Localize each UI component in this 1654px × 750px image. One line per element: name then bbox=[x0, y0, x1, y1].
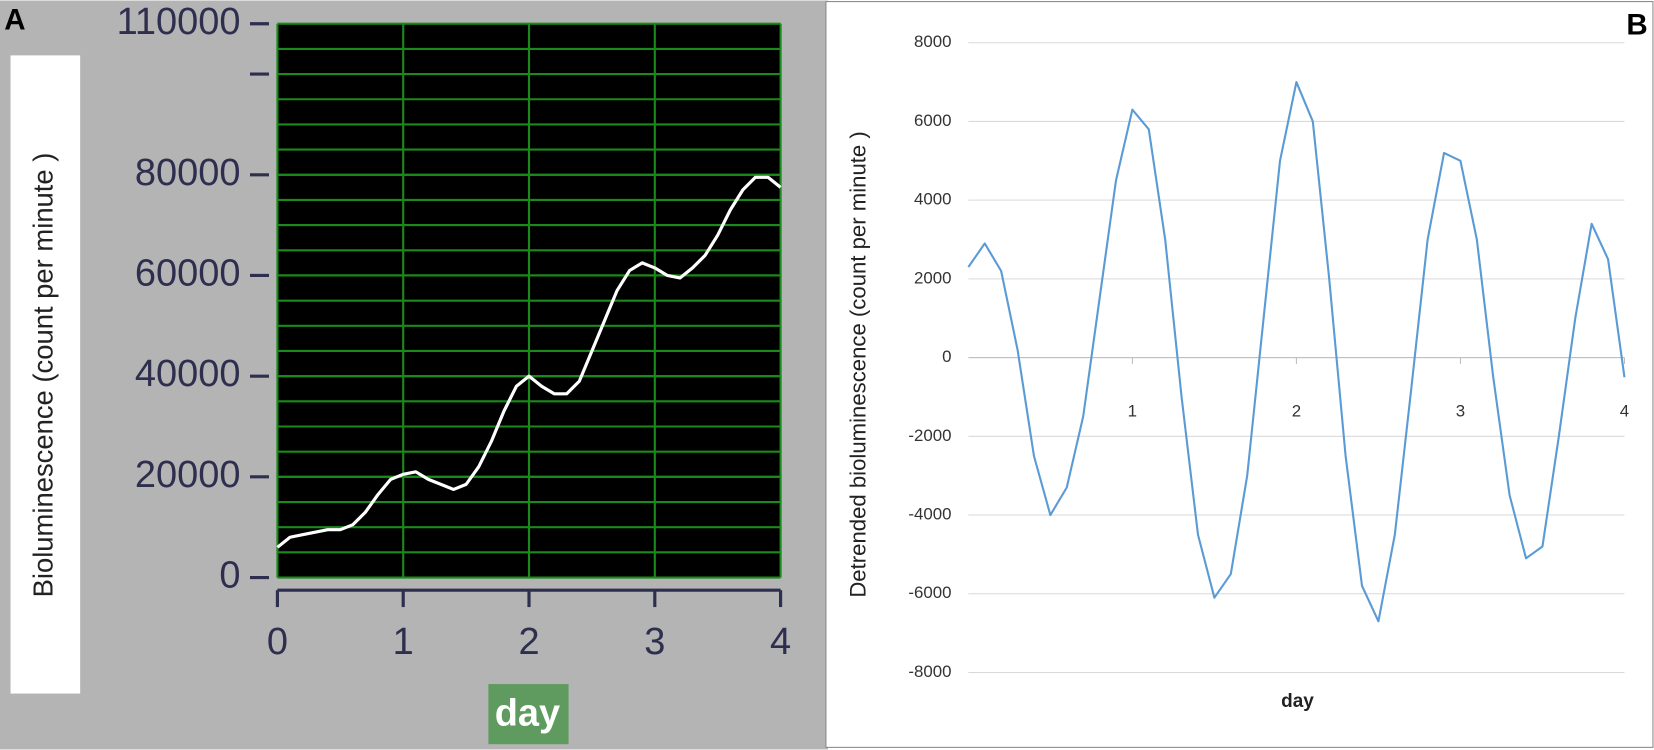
x-tick-label: 4 bbox=[770, 621, 791, 663]
y-tick-label: 2000 bbox=[914, 268, 952, 287]
xlabel-box bbox=[488, 684, 569, 745]
x-axis-label: day bbox=[1281, 691, 1314, 712]
y-tick-label: 40000 bbox=[135, 353, 241, 395]
panel-label: A bbox=[4, 3, 25, 36]
y-tick-label: 8000 bbox=[914, 32, 952, 51]
x-tick-label: 0 bbox=[267, 621, 288, 663]
x-tick-label: 1 bbox=[393, 621, 414, 663]
data-line bbox=[967, 81, 1626, 623]
x-axis-label: day bbox=[495, 693, 560, 735]
y-tick-label: 4000 bbox=[914, 190, 952, 209]
x-tick-label: 2 bbox=[518, 621, 539, 663]
y-tick-label: 0 bbox=[942, 347, 951, 366]
y-tick-label: 6000 bbox=[914, 111, 952, 130]
y-tick-label: -2000 bbox=[908, 426, 951, 445]
x-tick-label: 1 bbox=[1128, 401, 1137, 420]
x-tick-label: 2 bbox=[1292, 401, 1301, 420]
x-tick-label: 4 bbox=[1620, 401, 1629, 420]
ylabel-box bbox=[10, 55, 81, 694]
y-tick-label: 0 bbox=[219, 555, 240, 597]
y-tick-label: -6000 bbox=[908, 583, 951, 602]
x-tick-label: 3 bbox=[1456, 401, 1465, 420]
panel-label: B bbox=[1626, 9, 1647, 42]
y-tick-label: 110000 bbox=[117, 1, 241, 43]
y-tick-label: 20000 bbox=[135, 454, 241, 496]
y-axis-label: Bioluminescence (count per minute ) bbox=[28, 153, 59, 598]
y-axis-label: Detrended bioluminescence (count per min… bbox=[846, 131, 871, 597]
y-tick-label: -4000 bbox=[908, 504, 951, 523]
y-tick-label: 80000 bbox=[135, 152, 241, 194]
x-tick-label: 3 bbox=[644, 621, 665, 663]
y-tick-label: 60000 bbox=[135, 252, 241, 294]
data-line bbox=[276, 175, 782, 549]
y-tick-label: -8000 bbox=[908, 662, 951, 681]
